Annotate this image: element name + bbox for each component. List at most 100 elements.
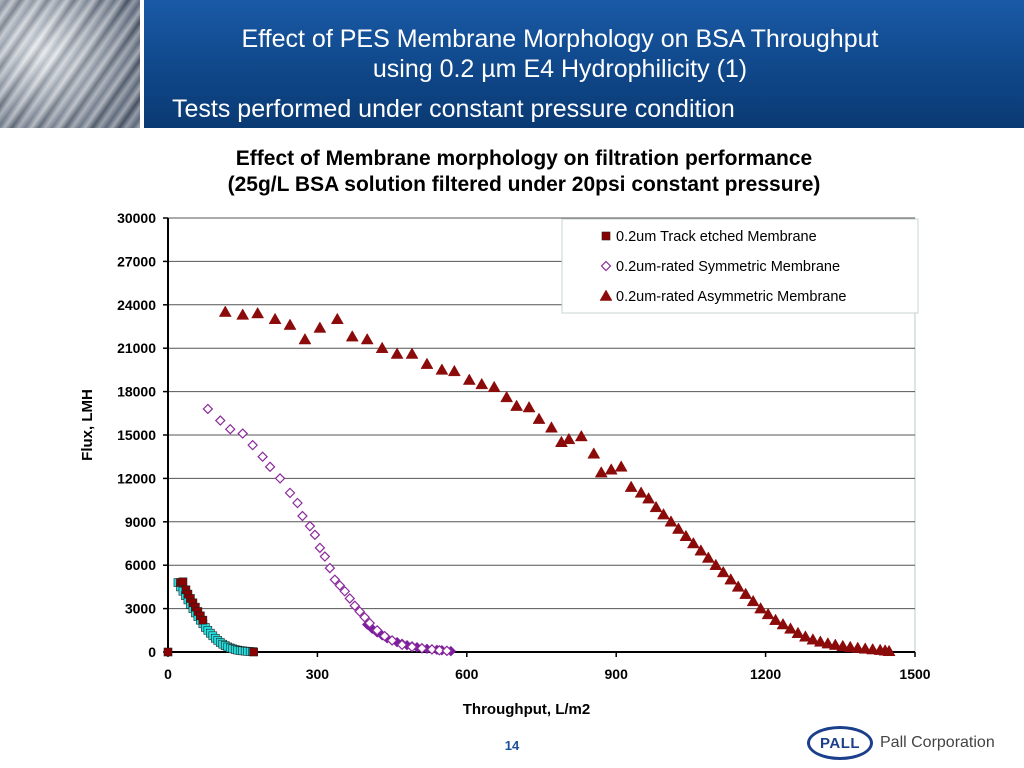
- data-point: [694, 544, 708, 556]
- y-axis-label: Flux, LMH: [79, 389, 96, 461]
- data-point: [447, 364, 461, 377]
- data-point: [510, 399, 524, 411]
- data-point: [709, 558, 723, 570]
- legend-marker: [601, 231, 611, 241]
- data-point: [866, 643, 880, 655]
- data-point: [649, 500, 663, 513]
- data-point: [237, 428, 249, 439]
- data-point: [218, 305, 232, 317]
- data-point: [304, 520, 316, 532]
- y-tick-labels: 0 3000 6000 9000 12000 15000 18000 21000 24000 27…: [117, 210, 156, 660]
- data-point: [754, 602, 768, 614]
- data-point: [396, 639, 408, 651]
- data-point: [574, 429, 588, 442]
- data-point: [371, 624, 383, 636]
- page-number: 14: [504, 738, 520, 753]
- data-point: [435, 363, 449, 375]
- data-point: [257, 451, 268, 463]
- data-point: [441, 645, 453, 657]
- data-point: [319, 551, 331, 562]
- data-point: [634, 486, 648, 498]
- data-point: [284, 487, 296, 499]
- y-tick-label: 27000: [117, 253, 156, 269]
- data-point: [642, 492, 656, 504]
- data-point: [679, 529, 693, 542]
- data-point: [198, 615, 208, 625]
- data-point: [236, 308, 250, 320]
- data-point: [587, 447, 601, 459]
- data-point: [390, 347, 404, 359]
- data-point: [532, 412, 546, 424]
- legend-box: [561, 218, 919, 314]
- data-point: [274, 473, 286, 484]
- data-point: [344, 593, 356, 604]
- data-point: [163, 647, 173, 657]
- data-point: [487, 380, 501, 393]
- slide-header: Effect of PES Membrane Morphology on BSA…: [0, 0, 1024, 128]
- slide-title-line1: Effect of PES Membrane Morphology on BSA…: [241, 25, 879, 53]
- x-tick-label: 600: [455, 666, 479, 682]
- company-name: Pall Corporation: [880, 734, 995, 751]
- x-tick-label: 300: [306, 666, 330, 682]
- data-point: [821, 637, 835, 649]
- data-point: [247, 439, 259, 451]
- data-point: [349, 600, 361, 612]
- series-2: [202, 403, 453, 657]
- data-point: [724, 573, 738, 585]
- legend-label: 0.2um-rated Asymmetric Membrane: [616, 289, 846, 305]
- y-tick-label: 0: [148, 644, 156, 660]
- y-tick-label: 3000: [125, 601, 156, 617]
- y-tick-label: 9000: [125, 514, 156, 530]
- data-point: [292, 497, 303, 509]
- data-point: [799, 630, 812, 642]
- data-point: [178, 577, 188, 587]
- data-point: [283, 318, 297, 330]
- data-point: [330, 312, 344, 325]
- x-tick-label: 1500: [899, 666, 930, 682]
- data-point: [339, 585, 351, 597]
- data-point: [664, 515, 678, 527]
- slide-subtitle: Tests performed under constant pressure …: [172, 95, 735, 123]
- data-point: [858, 642, 872, 654]
- data-point: [264, 461, 276, 473]
- legend-marker: [600, 260, 612, 272]
- data-point: [836, 639, 850, 651]
- data-point: [379, 630, 390, 642]
- y-tick-label: 21000: [117, 340, 156, 356]
- data-point: [731, 580, 745, 592]
- data-point: [329, 574, 341, 586]
- data-point: [375, 341, 389, 353]
- data-point: [562, 432, 576, 445]
- chart-title-line2: (25g/L BSA solution filtered under 20psi…: [227, 173, 821, 196]
- data-point: [314, 542, 326, 554]
- data-point: [604, 463, 618, 475]
- data-point: [249, 647, 258, 657]
- x-tick-labels: 0 300 600 900 1200 1500: [164, 666, 931, 682]
- y-tick-label: 24000: [117, 297, 156, 313]
- series-0: [163, 577, 258, 657]
- data-point: [420, 357, 434, 369]
- pall-logo: PALL: [807, 726, 873, 760]
- data-point: [828, 638, 842, 650]
- data-point: [716, 565, 730, 578]
- y-tick-label: 18000: [117, 384, 156, 400]
- data-point: [545, 421, 558, 433]
- data-point: [791, 626, 805, 638]
- data-point: [672, 522, 685, 534]
- y-tick-label: 15000: [117, 427, 156, 443]
- data-point: [500, 390, 514, 403]
- data-point: [406, 641, 418, 653]
- data-point: [426, 644, 438, 655]
- header-divider: [140, 0, 144, 128]
- data-point: [354, 606, 366, 617]
- data-point: [202, 403, 214, 415]
- data-point: [843, 640, 857, 652]
- data-point: [364, 617, 376, 629]
- data-point: [386, 635, 398, 646]
- pall-logo-text: PALL: [819, 734, 861, 752]
- data-point: [624, 480, 638, 492]
- data-point: [769, 613, 782, 625]
- data-point: [784, 622, 797, 634]
- data-point: [251, 306, 265, 319]
